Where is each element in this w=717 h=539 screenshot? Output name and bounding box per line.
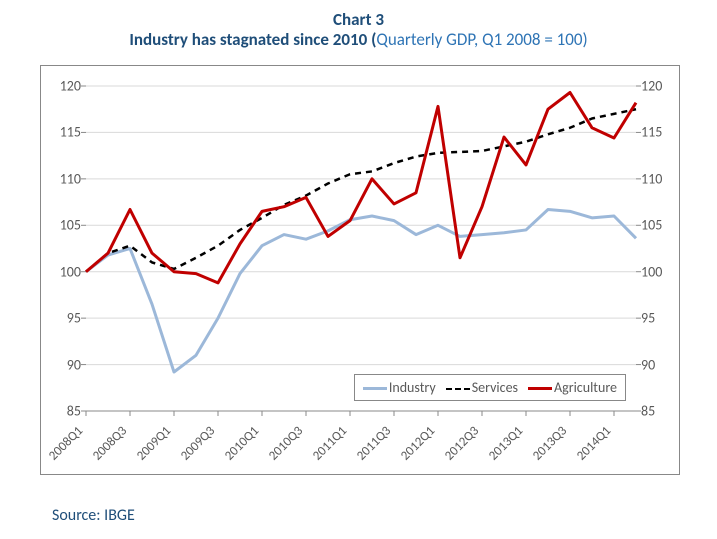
ytick-left: 95	[67, 310, 81, 327]
xtick: 2011Q1	[310, 424, 350, 464]
title-line2-light: Quarterly GDP, Q1 2008 = 100)	[376, 29, 587, 50]
xtick: 2010Q1	[222, 424, 262, 464]
xtick: 2012Q1	[398, 424, 438, 464]
legend-item-industry: Industry	[363, 379, 436, 396]
ytick-right: 105	[641, 217, 662, 234]
title-line2-bold: Industry has stagnated since 2010 (	[129, 29, 376, 50]
xtick: 2008Q1	[46, 424, 86, 464]
ytick-right: 85	[641, 403, 655, 420]
title-line1: Chart 3	[0, 10, 717, 30]
chart-container: Industry Services Agriculture 85 85 90 90 95…	[40, 65, 680, 475]
xtick: 2009Q1	[134, 424, 174, 464]
source-label: Source: IBGE	[52, 506, 135, 525]
xtick: 2013Q3	[530, 424, 570, 464]
ytick-left: 90	[67, 356, 81, 373]
legend-swatch-industry	[363, 387, 387, 390]
xtick: 2008Q3	[90, 424, 130, 464]
page: Chart 3 Industry has stagnated since 201…	[0, 0, 717, 539]
chart-title: Chart 3 Industry has stagnated since 201…	[0, 0, 717, 51]
plot-area: Industry Services Agriculture 8585909095…	[86, 86, 636, 411]
ytick-left: 85	[67, 403, 81, 420]
ytick-left: 100	[60, 263, 81, 280]
ytick-right: 120	[641, 78, 662, 95]
xtick: 2011Q3	[354, 424, 394, 464]
ytick-left: 105	[60, 217, 81, 234]
legend-item-agriculture: Agriculture	[528, 379, 617, 396]
xtick: 2010Q3	[266, 424, 306, 464]
legend-swatch-services	[446, 388, 470, 390]
title-line2: Industry has stagnated since 2010 (Quart…	[0, 30, 717, 50]
ytick-right: 115	[641, 124, 662, 141]
ytick-right: 110	[641, 170, 662, 187]
ytick-right: 100	[641, 263, 662, 280]
legend-swatch-agriculture	[528, 387, 552, 390]
legend-label-services: Services	[472, 379, 518, 396]
legend: Industry Services Agriculture	[354, 374, 626, 401]
ytick-left: 120	[60, 78, 81, 95]
xtick: 2013Q1	[486, 424, 526, 464]
legend-item-services: Services	[446, 379, 518, 396]
xtick: 2014Q1	[574, 424, 614, 464]
legend-label-agriculture: Agriculture	[554, 379, 617, 396]
xtick: 2009Q3	[178, 424, 218, 464]
ytick-right: 90	[641, 356, 655, 373]
xtick: 2012Q3	[442, 424, 482, 464]
legend-label-industry: Industry	[389, 379, 436, 396]
ytick-left: 115	[60, 124, 81, 141]
ytick-left: 110	[60, 170, 81, 187]
chart-svg	[86, 86, 636, 411]
ytick-right: 95	[641, 310, 655, 327]
